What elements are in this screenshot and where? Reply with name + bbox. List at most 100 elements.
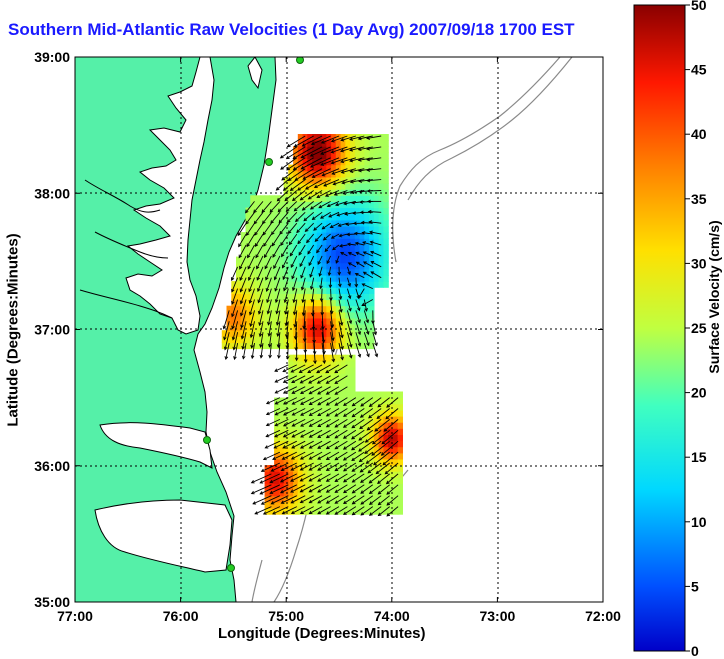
- heat-cell: [236, 342, 242, 350]
- velocity-vector-head: [291, 390, 296, 394]
- velocity-vector-head: [349, 179, 354, 184]
- velocity-vector: [346, 277, 351, 287]
- heat-cell: [350, 360, 356, 368]
- heat-cell: [350, 471, 356, 478]
- heat-cell: [236, 311, 242, 319]
- heat-cell: [354, 416, 361, 423]
- velocity-vector-head: [320, 151, 324, 155]
- velocity-vector-head: [351, 468, 356, 472]
- heat-cell: [297, 176, 304, 184]
- velocity-vector: [348, 262, 357, 268]
- velocity-vector-head: [348, 343, 353, 348]
- heat-cell: [340, 446, 346, 454]
- heat-cell: [350, 225, 356, 233]
- heat-cell: [307, 336, 313, 343]
- heat-cell: [354, 471, 361, 478]
- velocity-vector-head: [325, 478, 330, 482]
- heat-cell: [269, 250, 275, 258]
- velocity-vector-head: [317, 478, 322, 482]
- velocity-vector: [351, 451, 365, 461]
- heat-cell: [278, 409, 285, 417]
- velocity-vector: [381, 429, 399, 445]
- heat-cell: [378, 489, 384, 497]
- heat-cell: [312, 434, 318, 442]
- heat-cell: [316, 501, 323, 509]
- velocity-vector: [240, 277, 247, 292]
- heat-cell: [383, 244, 389, 251]
- velocity-vector-head: [349, 137, 354, 141]
- velocity-vector: [249, 299, 255, 315]
- velocity-vector-head: [308, 456, 313, 460]
- heat-cell: [297, 489, 304, 497]
- heat-cell: [340, 397, 346, 405]
- heat-cell: [321, 311, 327, 319]
- velocity-vector-head: [273, 445, 278, 449]
- y-tick-label: 36:00: [34, 458, 70, 474]
- velocity-vector: [314, 179, 331, 188]
- heat-cell: [302, 434, 308, 442]
- heat-cell: [297, 508, 304, 515]
- velocity-vector-head: [331, 358, 336, 363]
- heat-cell: [364, 262, 370, 270]
- heat-cell: [221, 330, 228, 337]
- velocity-vector: [265, 440, 281, 449]
- velocity-vector-head: [351, 479, 356, 483]
- heat-cell: [269, 342, 275, 350]
- heat-cell: [369, 299, 375, 307]
- heat-cell: [326, 287, 332, 294]
- velocity-vector-head: [325, 456, 330, 460]
- heat-cell: [264, 262, 270, 270]
- heat-cell: [340, 189, 346, 196]
- velocity-vector: [274, 277, 281, 292]
- heat-cell: [326, 416, 332, 423]
- heat-cell: [288, 422, 294, 429]
- velocity-vector-head: [366, 157, 370, 162]
- heat-cell: [335, 354, 342, 362]
- velocity-vector: [334, 440, 348, 450]
- heat-cell: [278, 428, 285, 435]
- heat-cell: [378, 140, 384, 147]
- heat-cell: [392, 416, 399, 423]
- heat-cell: [316, 354, 323, 362]
- heat-cell: [378, 403, 384, 411]
- heat-cell: [359, 164, 365, 172]
- heat-cell: [259, 305, 266, 313]
- heat-cell: [250, 299, 256, 307]
- velocity-vector: [359, 179, 373, 182]
- colorbar-tick-label: 35: [691, 191, 707, 207]
- heat-cell: [255, 207, 261, 215]
- heat-cell: [373, 501, 380, 509]
- colorbar-tick-label: 0: [691, 643, 699, 659]
- heat-cell: [278, 336, 285, 343]
- heat-cell: [259, 238, 266, 245]
- velocity-vector: [358, 135, 373, 140]
- heat-cell: [288, 471, 294, 478]
- heat-cell: [340, 434, 346, 442]
- heat-cell: [269, 275, 275, 282]
- heat-cell: [288, 367, 294, 374]
- heat-cell: [316, 403, 323, 411]
- heat-cell: [293, 152, 299, 160]
- velocity-vector-head: [274, 299, 279, 304]
- velocity-vector: [309, 506, 323, 514]
- heat-cell: [350, 299, 356, 307]
- heat-cell: [245, 299, 251, 307]
- heat-cell: [278, 440, 285, 448]
- heat-cell: [345, 434, 351, 442]
- x-tick-label: 76:00: [163, 608, 199, 624]
- velocity-vector: [260, 473, 281, 484]
- heat-cell: [283, 299, 289, 307]
- heat-cell: [321, 471, 327, 478]
- velocity-vector-head: [351, 435, 355, 440]
- heat-cell: [312, 262, 318, 270]
- heat-cell: [226, 311, 232, 319]
- heat-cell: [326, 379, 332, 386]
- velocity-vector-head: [276, 344, 281, 349]
- velocity-vector: [291, 451, 306, 460]
- velocity-vector-head: [340, 356, 344, 361]
- heat-cell: [369, 164, 375, 172]
- heat-cell: [274, 244, 280, 251]
- heat-cell: [269, 311, 275, 319]
- heat-cell: [302, 397, 308, 405]
- velocity-vector-head: [346, 232, 350, 237]
